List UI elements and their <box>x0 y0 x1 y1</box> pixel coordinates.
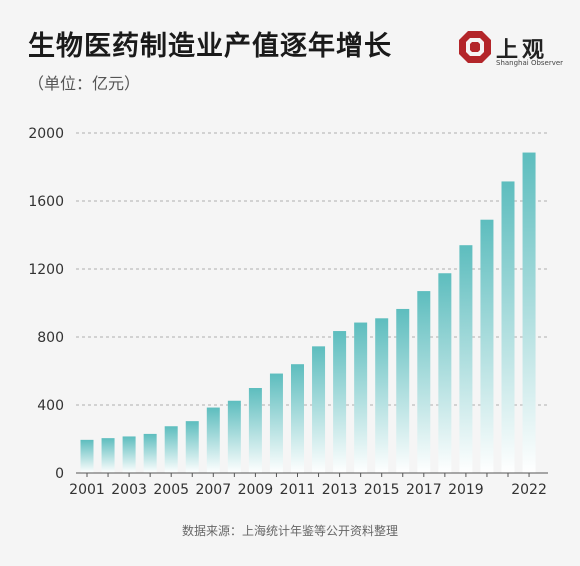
logo: 上观 Shanghai Observer <box>458 30 568 70</box>
bar-2008 <box>227 400 241 473</box>
y-tick-label: 2000 <box>28 126 64 142</box>
bar-2009 <box>248 388 262 473</box>
x-tick-label: 2009 <box>238 482 274 498</box>
data-source: 数据来源：上海统计年鉴等公开资料整理 <box>181 524 398 538</box>
bar-2012 <box>312 346 326 473</box>
x-tick-label: 2015 <box>364 482 400 498</box>
x-tick-label: 2003 <box>111 482 147 498</box>
bar-2011 <box>291 364 304 473</box>
x-tick-label: 2005 <box>153 482 189 498</box>
bar-2006 <box>185 421 199 473</box>
bar-2021 <box>501 181 515 473</box>
x-tick-label: 2017 <box>406 482 442 498</box>
y-tick-label: 1200 <box>28 262 64 278</box>
bar-2003 <box>122 436 136 473</box>
bar-2017 <box>417 291 431 473</box>
bar-2013 <box>333 331 347 473</box>
y-tick-label: 800 <box>37 330 64 346</box>
x-tick-label: 2013 <box>322 482 358 498</box>
x-tick-label: 2011 <box>280 482 316 498</box>
bar-2019 <box>459 245 473 473</box>
logo-english: Shanghai Observer <box>496 59 564 67</box>
bar-2010 <box>269 373 283 473</box>
x-tick-label: 2019 <box>448 482 484 498</box>
bar-2001 <box>80 439 94 473</box>
x-tick-label: 2022 <box>511 482 547 498</box>
bar-2020 <box>480 219 494 473</box>
bar-2018 <box>438 273 452 473</box>
y-tick-label: 400 <box>37 398 64 414</box>
bar-2022 <box>522 152 536 474</box>
logo-icon <box>459 31 491 63</box>
logo-name: 上观 <box>496 37 549 63</box>
bar-2015 <box>375 318 389 473</box>
y-tick-label: 1600 <box>28 194 64 210</box>
y-tick-label: 0 <box>55 466 64 482</box>
bar-2007 <box>206 407 220 473</box>
chart-title: 生物医药制造业产值逐年增长 <box>28 31 392 62</box>
bar-2014 <box>354 322 368 473</box>
bar-2016 <box>396 308 410 473</box>
bar-2002 <box>101 438 115 473</box>
bar-2004 <box>143 433 157 473</box>
chart-unit: （单位：亿元） <box>28 74 141 93</box>
x-tick-label: 2001 <box>69 482 105 498</box>
x-tick-label: 2007 <box>195 482 231 498</box>
bar-2005 <box>164 426 178 473</box>
